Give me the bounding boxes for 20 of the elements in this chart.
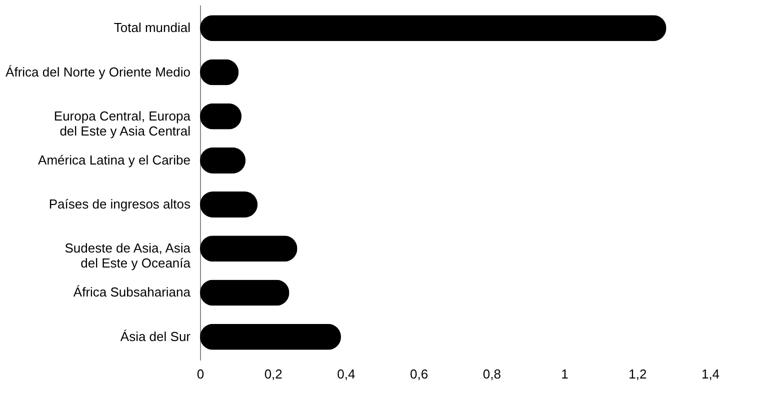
x-tick-label: 0,8 bbox=[482, 366, 501, 382]
x-tick-label: 1,4 bbox=[701, 366, 720, 382]
x-tick-label: 0 bbox=[196, 366, 204, 382]
bar bbox=[200, 324, 341, 350]
y-tick-label: Europa Central, Europa del Este y Asia Central bbox=[54, 108, 192, 138]
x-tick-label: 0,2 bbox=[264, 366, 282, 382]
bar bbox=[200, 280, 290, 306]
x-tick-label: 1,2 bbox=[628, 366, 647, 382]
x-tick-label: 0,4 bbox=[337, 366, 356, 382]
y-tick-label: África Subsahariana bbox=[73, 284, 192, 300]
x-tick-label: 0,6 bbox=[410, 366, 428, 382]
y-tick-label: África del Norte y Oriente Medio bbox=[6, 64, 190, 80]
bar bbox=[200, 15, 666, 42]
y-tick-label: Países de ingresos altos bbox=[48, 196, 191, 212]
x-tick-label: 1 bbox=[561, 366, 568, 382]
bar bbox=[200, 236, 298, 262]
y-tick-label: Total mundial bbox=[114, 20, 191, 36]
y-tick-label: América Latina y el Caribe bbox=[38, 152, 190, 168]
y-tick-label: Ásia del Sur bbox=[120, 328, 192, 344]
y-tick-label: Sudeste de Asia, Asia del Este y Oceanía bbox=[64, 240, 192, 271]
